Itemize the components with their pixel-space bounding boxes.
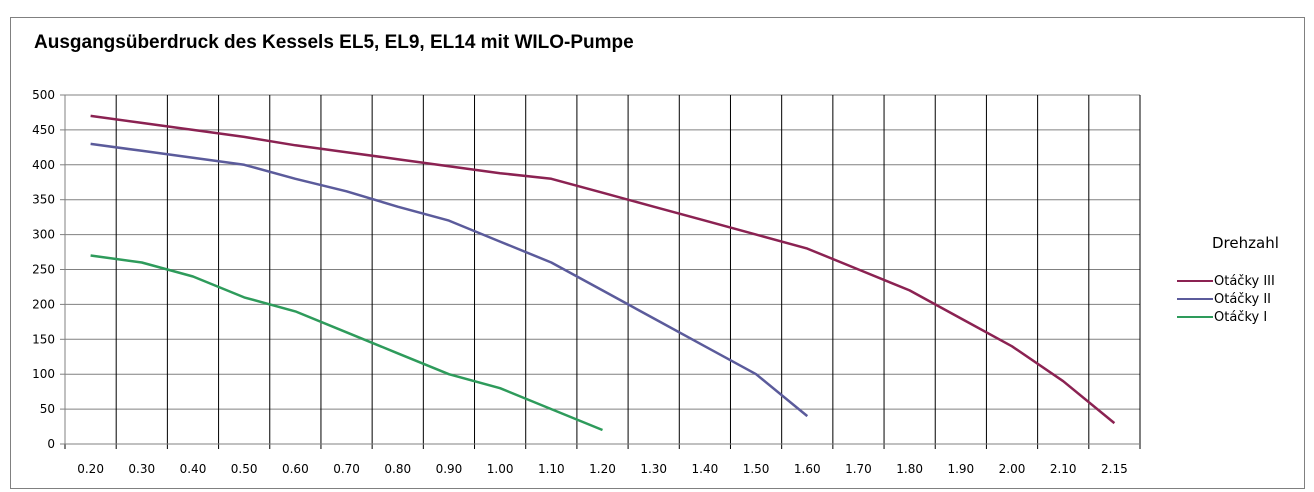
x-tick-label: 0.50 — [231, 462, 258, 476]
legend-label: Otáčky I — [1214, 309, 1268, 325]
x-tick-label: 0.80 — [384, 462, 411, 476]
legend-swatch — [1177, 280, 1213, 282]
x-tick-label: 1.10 — [538, 462, 565, 476]
x-tick-label: 2.15 — [1101, 462, 1128, 476]
y-tick-label: 300 — [32, 228, 55, 242]
series-lines — [90, 114, 1116, 432]
x-tick-labels: 0.20 0.30 0.40 0.50 0.60 0.70 0.80 0.90 1.00 1.10… — [77, 462, 1128, 476]
x-tick-label: 0.90 — [436, 462, 463, 476]
legend-item: Otáčky III — [1177, 272, 1275, 290]
y-tick-labels: 0 50 100 150 200 250 300 350 400 450 500 — [32, 88, 55, 451]
legend-label: Otáčky III — [1214, 273, 1275, 289]
x-tick-label: 0.60 — [282, 462, 309, 476]
legend-item: Otáčky II — [1177, 290, 1275, 308]
x-tick-label: 0.30 — [128, 462, 155, 476]
y-tick-label: 400 — [32, 158, 55, 172]
x-tick-label: 1.20 — [589, 462, 616, 476]
legend-swatch — [1177, 298, 1213, 300]
x-tick-label: 2.10 — [1050, 462, 1077, 476]
legend-swatch — [1177, 316, 1213, 318]
x-tick-label: 2.00 — [999, 462, 1026, 476]
y-tick-label: 350 — [32, 193, 55, 207]
x-tick-label: 0.40 — [180, 462, 207, 476]
y-tick-label: 250 — [32, 263, 55, 277]
gridlines — [64, 94, 1141, 449]
legend: Otáčky III Otáčky II Otáčky I — [1177, 272, 1275, 326]
x-tick-label: 0.20 — [77, 462, 104, 476]
series-line — [90, 114, 1116, 425]
y-tick-label: 150 — [32, 332, 55, 346]
x-tick-label: 0.70 — [333, 462, 360, 476]
legend-item: Otáčky I — [1177, 308, 1275, 326]
series-line — [90, 142, 809, 418]
x-tick-label: 1.90 — [947, 462, 974, 476]
x-tick-label: 1.60 — [794, 462, 821, 476]
y-tick-label: 500 — [32, 88, 55, 102]
x-tick-label: 1.30 — [640, 462, 667, 476]
axes — [60, 94, 1140, 445]
x-tick-label: 1.00 — [487, 462, 514, 476]
chart-title: Ausgangsüberdruck des Kessels EL5, EL9, … — [34, 32, 634, 53]
x-tick-label: 1.70 — [845, 462, 872, 476]
y-tick-label: 100 — [32, 367, 55, 381]
y-tick-label: 0 — [47, 437, 55, 451]
legend-title: Drehzahl — [1212, 234, 1279, 252]
legend-label: Otáčky II — [1214, 291, 1272, 307]
y-tick-label: 50 — [40, 402, 55, 416]
series-line — [90, 254, 603, 432]
x-tick-label: 1.50 — [743, 462, 770, 476]
x-tick-label: 1.40 — [692, 462, 719, 476]
y-tick-label: 200 — [32, 297, 55, 311]
x-tick-label: 1.80 — [896, 462, 923, 476]
y-tick-label: 450 — [32, 123, 55, 137]
